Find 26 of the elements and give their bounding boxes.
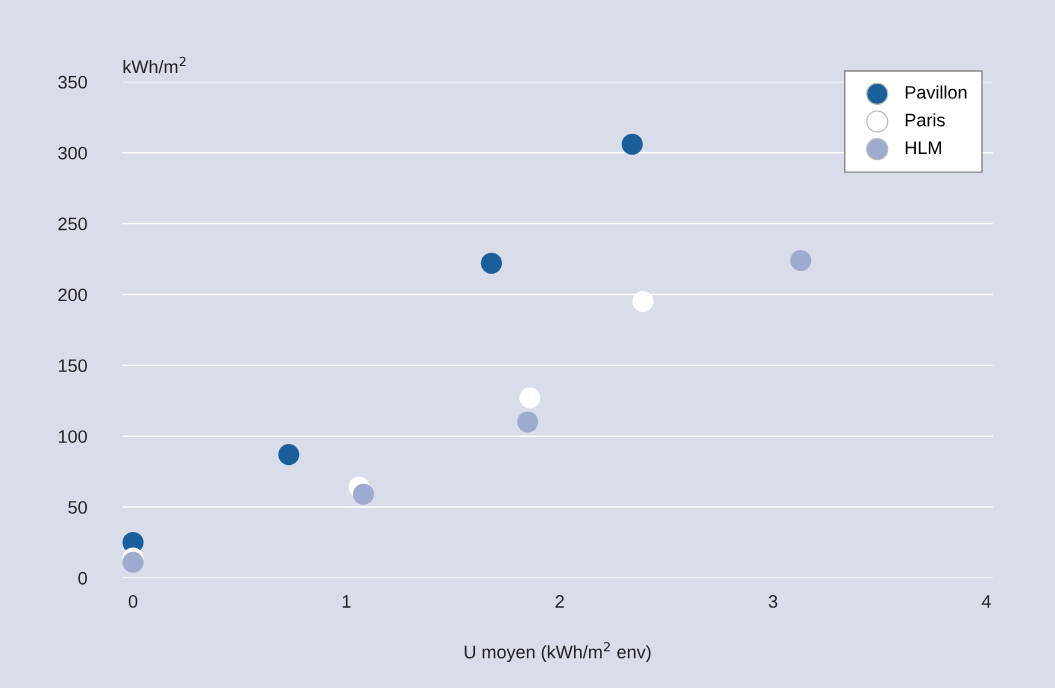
point <box>480 252 502 274</box>
point <box>517 411 539 433</box>
y-tick-label: 350 <box>58 75 87 89</box>
y-tick-label: 50 <box>68 500 87 514</box>
x-tick-label: 0 <box>128 595 138 608</box>
point <box>352 483 374 505</box>
x-axis-title: U moyen (kWh/m$^{2}$ env) <box>464 641 651 663</box>
y-tick-label: 200 <box>58 288 87 302</box>
y-tick-label: 150 <box>58 359 87 373</box>
x-tick-label: 2 <box>555 595 564 608</box>
point <box>519 387 541 409</box>
x-tick-label: 4 <box>981 595 991 608</box>
x-tick-label: 3 <box>768 595 778 608</box>
y-axis-title: kWh/m$^{2}$ <box>123 56 186 74</box>
y-tick-label: 100 <box>58 430 87 443</box>
legend-label: HLM <box>905 141 941 154</box>
y-tick-label: 0 <box>78 571 87 585</box>
legend-label: Pavillon <box>905 85 967 99</box>
y-tick-label: 300 <box>58 146 87 160</box>
point <box>621 133 643 155</box>
y-tick-label: 250 <box>58 217 87 231</box>
legend-label: Paris <box>905 113 945 127</box>
x-tick-label: 1 <box>342 595 351 608</box>
point <box>632 291 654 313</box>
point <box>790 249 812 271</box>
point <box>278 444 300 466</box>
